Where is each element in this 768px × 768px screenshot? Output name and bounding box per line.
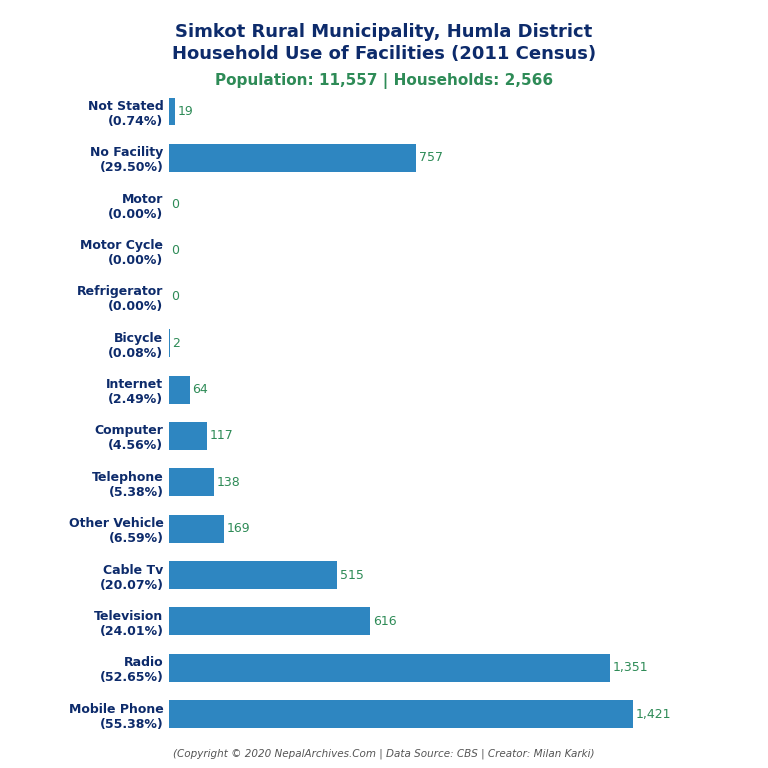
- Text: 616: 616: [372, 615, 396, 628]
- Bar: [169, 700, 633, 728]
- Bar: [169, 422, 207, 450]
- Bar: [169, 144, 416, 172]
- Text: 515: 515: [339, 568, 363, 581]
- Bar: [169, 98, 175, 125]
- Text: 169: 169: [227, 522, 250, 535]
- Text: 757: 757: [419, 151, 442, 164]
- Bar: [169, 561, 337, 589]
- Bar: [169, 654, 610, 682]
- Bar: [169, 607, 370, 635]
- Text: 0: 0: [171, 244, 180, 257]
- Text: 0: 0: [171, 290, 180, 303]
- Bar: [169, 376, 190, 403]
- Text: 117: 117: [210, 429, 233, 442]
- Text: Household Use of Facilities (2011 Census): Household Use of Facilities (2011 Census…: [172, 45, 596, 62]
- Text: 0: 0: [171, 197, 180, 210]
- Bar: [169, 515, 224, 542]
- Text: Simkot Rural Municipality, Humla District: Simkot Rural Municipality, Humla Distric…: [175, 23, 593, 41]
- Text: 64: 64: [193, 383, 208, 396]
- Text: 19: 19: [177, 105, 194, 118]
- Text: 1,351: 1,351: [613, 661, 648, 674]
- Text: 138: 138: [217, 476, 240, 488]
- Text: 1,421: 1,421: [635, 707, 671, 720]
- Bar: [169, 468, 214, 496]
- Text: Population: 11,557 | Households: 2,566: Population: 11,557 | Households: 2,566: [215, 73, 553, 89]
- Text: 2: 2: [172, 337, 180, 349]
- Text: (Copyright © 2020 NepalArchives.Com | Data Source: CBS | Creator: Milan Karki): (Copyright © 2020 NepalArchives.Com | Da…: [174, 748, 594, 759]
